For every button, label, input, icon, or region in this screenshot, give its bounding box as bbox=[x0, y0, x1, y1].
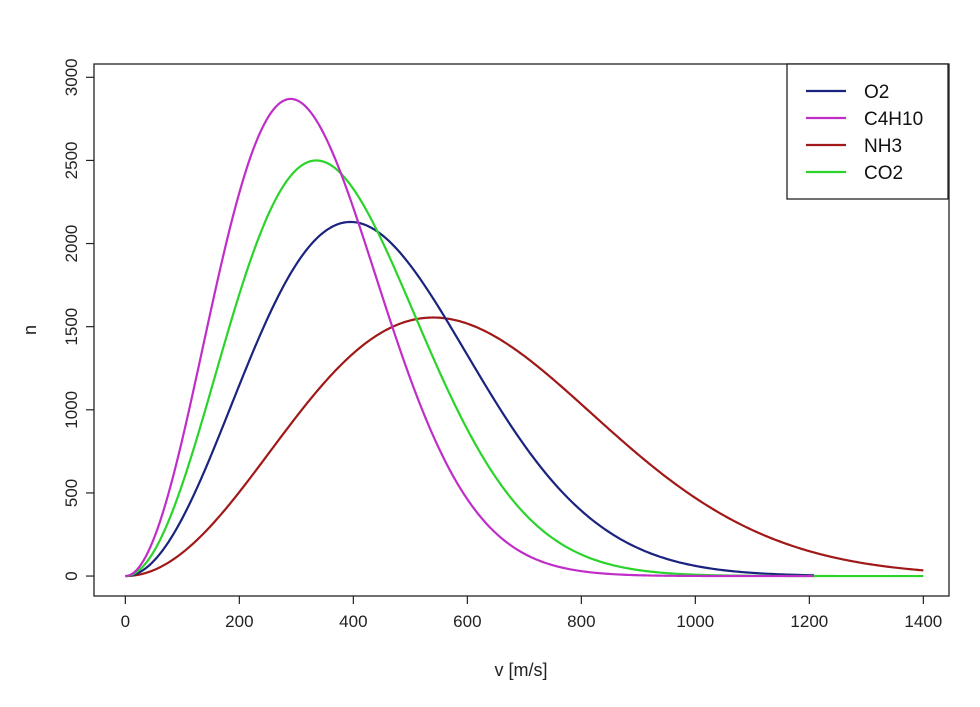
x-tick-label: 0 bbox=[121, 612, 130, 631]
x-tick-label: 1000 bbox=[676, 612, 714, 631]
y-tick-label: 0 bbox=[62, 571, 81, 580]
y-tick-label: 3000 bbox=[62, 58, 81, 96]
y-axis: 0 500 1000 1500 2000 2500 3000 bbox=[62, 58, 94, 581]
x-axis: 0 200 400 600 800 1000 1200 1400 bbox=[121, 596, 942, 631]
legend-label-co2: CO2 bbox=[864, 163, 903, 184]
y-axis-title: n bbox=[20, 325, 40, 335]
series-lines bbox=[125, 97, 924, 578]
legend: O2 C4H10 NH3 CO2 bbox=[786, 63, 949, 200]
y-tick-label: 1000 bbox=[62, 391, 81, 429]
y-tick-label: 1500 bbox=[62, 308, 81, 346]
x-tick-label: 800 bbox=[567, 612, 595, 631]
x-axis-title: v [m/s] bbox=[495, 660, 548, 680]
x-tick-label: 200 bbox=[225, 612, 253, 631]
plot-frame bbox=[93, 63, 950, 597]
x-tick-label: 600 bbox=[453, 612, 481, 631]
x-tick-label: 1200 bbox=[790, 612, 828, 631]
x-tick-label: 1400 bbox=[904, 612, 942, 631]
y-tick-label: 2500 bbox=[62, 142, 81, 180]
series-line-c4h10 bbox=[125, 97, 814, 578]
y-tick-label: 500 bbox=[62, 479, 81, 507]
legend-box bbox=[786, 63, 949, 200]
series-line-o2 bbox=[125, 220, 814, 578]
legend-label-o2: O2 bbox=[864, 82, 889, 103]
x-tick-label: 400 bbox=[339, 612, 367, 631]
legend-label-c4h10: C4H10 bbox=[864, 109, 923, 130]
legend-label-nh3: NH3 bbox=[864, 136, 902, 157]
y-tick-label: 2000 bbox=[62, 225, 81, 263]
series-line-nh3 bbox=[125, 316, 924, 578]
